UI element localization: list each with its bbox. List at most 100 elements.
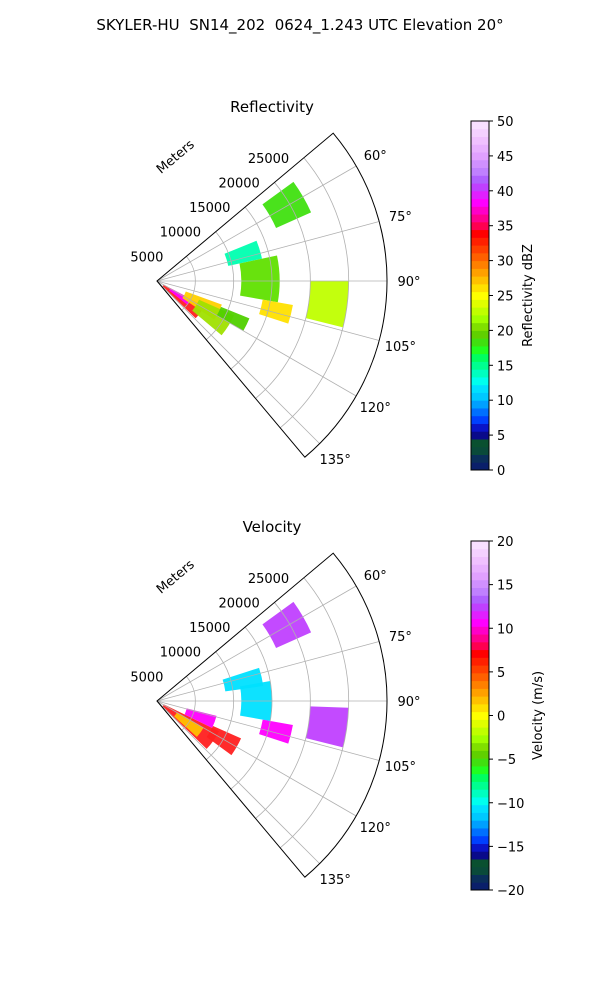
echo-region [174, 712, 204, 737]
radial-tick-label: 20000 [218, 176, 259, 191]
colorbar-segment [471, 392, 489, 401]
range-ring [255, 602, 311, 819]
radial-tick-label: 5000 [130, 250, 163, 265]
radial-axis-label: Meters [154, 137, 198, 177]
colorbar-segment [471, 353, 489, 362]
radial-tick-label: 5000 [130, 670, 163, 685]
colorbar-tick-label: −10 [497, 797, 524, 812]
range-ring [279, 157, 350, 429]
radial-axis-label: Meters [154, 557, 198, 597]
angle-tick-label: 135° [320, 873, 351, 888]
echo-region [262, 181, 312, 228]
angle-tick-label: 105° [385, 340, 416, 355]
colorbar-segment [471, 384, 489, 393]
azimuth-gridline [156, 280, 357, 397]
colorbar-segment [471, 423, 489, 432]
panel-title: Velocity [243, 518, 302, 536]
angle-tick-label: 120° [360, 821, 391, 836]
colorbar-segment [471, 796, 489, 806]
colorbar-segment [471, 144, 489, 153]
range-ring [255, 182, 311, 399]
angle-tick-label: 75° [389, 630, 412, 645]
colorbar-segment [471, 291, 489, 300]
colorbar-segment [471, 276, 489, 285]
colorbar-segment [471, 727, 489, 736]
colorbar-segment [471, 438, 489, 448]
colorbar-segment [471, 330, 489, 339]
colorbar-segment [471, 229, 489, 238]
echo-region [192, 299, 235, 336]
azimuth-gridline [156, 700, 357, 817]
radial-tick-label: 25000 [248, 152, 289, 167]
colorbar-label: Velocity (m/s) [531, 671, 546, 760]
colorbar-tick-label: 10 [497, 622, 514, 637]
colorbar-segment [471, 136, 489, 145]
colorbar-tick-label: 40 [497, 185, 514, 200]
colorbar-segment [471, 121, 489, 130]
colorbar-segment [471, 750, 489, 759]
colorbar-tick-label: 35 [497, 220, 514, 235]
colorbar-segment [471, 206, 489, 215]
angle-tick-label: 60° [364, 569, 387, 584]
colorbar-segment [471, 595, 489, 604]
azimuth-gridline [156, 165, 357, 282]
colorbar-segment [471, 572, 489, 581]
colorbar-segment [471, 579, 489, 589]
echo-region [259, 719, 293, 744]
azimuth-gridline [156, 280, 320, 444]
colorbar-tick-label: 45 [497, 150, 514, 165]
colorbar-segment [471, 159, 489, 169]
colorbar-segment [471, 820, 489, 829]
colorbar-segment [471, 587, 489, 596]
colorbar-segment [471, 626, 489, 635]
colorbar-tick-label: 10 [497, 394, 514, 409]
echo-region [305, 706, 349, 748]
azimuth-gridline [156, 700, 320, 864]
colorbar-segment [471, 462, 489, 471]
colorbar-segment [471, 866, 489, 875]
colorbar-segment [471, 361, 489, 370]
range-ring [279, 577, 350, 849]
colorbar-segment [471, 314, 489, 324]
colorbar-segment [471, 376, 489, 386]
colorbar-tick-label: 20 [497, 535, 514, 550]
colorbar-segment [471, 338, 489, 347]
colorbar-tick-label: 20 [497, 324, 514, 339]
colorbar-segment [471, 843, 489, 852]
colorbar-segment [471, 882, 489, 891]
colorbar-tick-label: 0 [497, 464, 505, 479]
colorbar-segment [471, 618, 489, 627]
colorbar-segment [471, 556, 489, 565]
colorbar-segment [471, 742, 489, 751]
colorbar-segment [471, 454, 489, 463]
colorbar-segment [471, 665, 489, 674]
echo-region [262, 601, 312, 648]
echo-region [259, 299, 293, 324]
colorbar-segment [471, 167, 489, 176]
echo-region [206, 725, 242, 756]
colorbar-segment [471, 781, 489, 790]
colorbar-tick-label: 0 [497, 710, 505, 725]
colorbar-tick-label: 5 [497, 429, 505, 444]
echo-region [184, 708, 217, 728]
colorbar-segment [471, 649, 489, 658]
colorbar-segment [471, 214, 489, 223]
angle-tick-label: 75° [389, 210, 412, 225]
colorbar-segment [471, 680, 489, 689]
colorbar-segment [471, 369, 489, 378]
colorbar-segment [471, 719, 489, 728]
colorbar-tick-label: 50 [497, 115, 514, 130]
colorbar-segment [471, 703, 489, 713]
colorbar-segment [471, 260, 489, 269]
range-ring [206, 651, 235, 761]
colorbar-segment [471, 345, 489, 355]
figure-title: SKYLER-HU SN14_202 0624_1.243 UTC Elevat… [96, 16, 504, 34]
colorbar-segment [471, 641, 489, 651]
azimuth-gridline [156, 585, 357, 702]
colorbar-label: Reflectivity dBZ [521, 244, 536, 347]
azimuth-gridline [156, 280, 380, 341]
echo-region [169, 288, 191, 305]
radial-tick-label: 25000 [248, 572, 289, 587]
colorbar-segment [471, 858, 489, 868]
colorbar-segment [471, 688, 489, 697]
